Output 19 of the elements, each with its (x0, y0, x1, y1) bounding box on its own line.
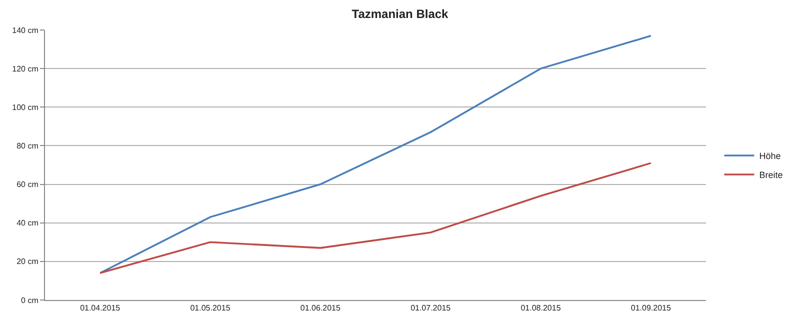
y-tick-label: 100 cm (12, 102, 39, 112)
y-tick-label: 40 cm (16, 218, 39, 228)
y-tick-label: 120 cm (12, 64, 39, 74)
y-tick-label: 80 cm (16, 142, 39, 151)
legend-label: Höhe (759, 151, 781, 162)
line-series (99, 34, 652, 274)
y-tick-label: 60 cm (16, 180, 39, 190)
x-tick-label: 01.09.2015 (630, 304, 672, 313)
chart-title: Tazmanian Black (352, 7, 449, 22)
x-tick-label: 01.04.2015 (80, 304, 121, 313)
y-tick-label: 20 cm (16, 257, 39, 266)
line-series (99, 162, 652, 274)
x-tick-label: 01.06.2015 (300, 304, 341, 313)
x-tick-label: 01.07.2015 (410, 304, 452, 313)
x-tick-label: 01.05.2015 (190, 304, 231, 313)
y-tick-label: 140 cm (12, 26, 39, 35)
y-tick-label: 0 cm (21, 296, 39, 305)
x-tick-label: 01.08.2015 (520, 304, 562, 313)
legend-label: Breite (759, 170, 783, 180)
